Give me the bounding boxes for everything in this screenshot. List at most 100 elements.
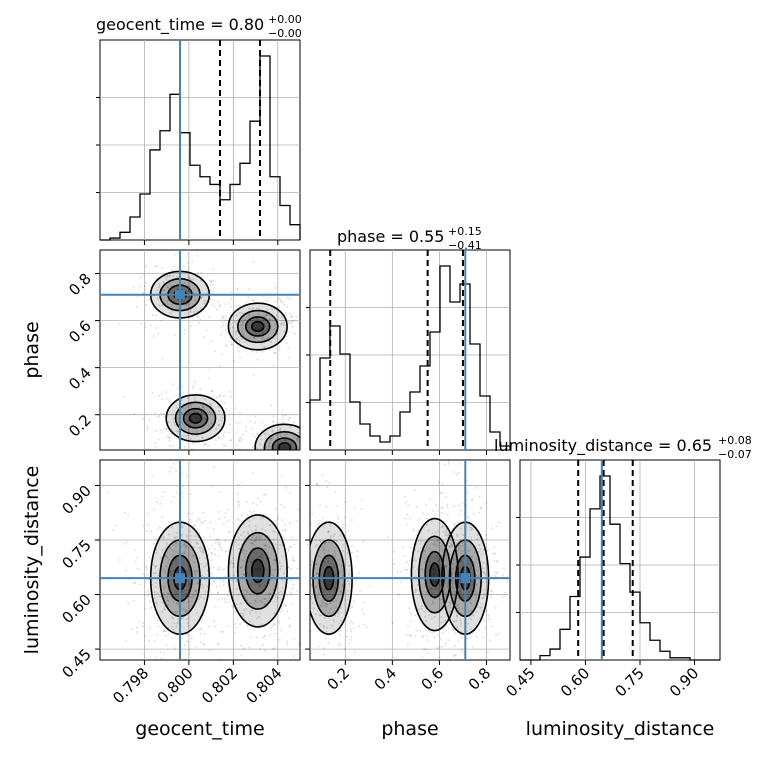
sample-point [275,520,278,523]
sample-point [327,583,330,586]
sample-point [219,394,222,397]
truth-marker [175,289,185,300]
sample-point [123,396,126,399]
sample-point [453,655,456,658]
sample-point [316,463,318,465]
sample-point [181,591,184,594]
hist-luminosity-distance [520,475,720,661]
sample-point [470,536,473,539]
sample-point [289,546,292,549]
sample-point [188,600,191,603]
sample-point [238,623,241,626]
sample-point [460,509,463,512]
sample-point [497,632,500,635]
sample-point [176,417,179,420]
sample-point [287,454,289,456]
sample-point [255,539,258,542]
sample-point [455,602,458,605]
sample-point [225,344,228,347]
sample-point [176,602,179,605]
sample-point [263,494,266,497]
sample-point [317,465,319,467]
sample-point [291,536,294,539]
sample-point [233,658,236,660]
sample-point [283,303,286,306]
x-tick-label: 0.804 [243,664,286,707]
sample-point [136,295,139,298]
sample-point [451,586,454,589]
sample-point [441,526,444,529]
sample-point [241,549,244,552]
sample-point [235,337,238,340]
sample-point [461,502,464,505]
sample-point [240,551,243,554]
sample-point [446,581,449,584]
sample-point [333,555,336,558]
sample-point [225,550,228,553]
x-tick-label: 0.60 [557,664,593,700]
sample-point [439,598,442,601]
sample-point [308,479,310,481]
sample-point [199,596,202,599]
sample-point [260,665,262,667]
sample-point [154,265,157,268]
sample-point [234,626,237,629]
sample-point [316,597,319,600]
sample-point [173,535,176,538]
sample-point [132,286,135,289]
sample-point [106,491,109,494]
sample-point [174,537,177,540]
sample-point [274,560,277,563]
sample-point [329,575,332,578]
sample-point [320,614,323,617]
sample-point [283,330,286,333]
sample-point [182,608,185,611]
sample-point [305,673,307,675]
sample-point [420,607,423,610]
sample-point [180,533,183,536]
sample-point [459,624,462,627]
sample-point [231,605,234,608]
sample-point [288,521,291,524]
sample-point [447,460,450,463]
sample-point [313,425,315,427]
sample-point [361,608,364,611]
sample-point [202,406,205,409]
sample-point [441,483,444,486]
sample-point [175,561,178,564]
sample-point [304,581,306,583]
sample-point [441,507,444,510]
sample-point [193,310,196,313]
sample-point [333,588,336,591]
sample-point [198,532,201,535]
sample-point [189,403,192,406]
sample-point [200,562,203,565]
sample-point [199,550,202,553]
sample-point [323,480,325,482]
sample-point [257,585,260,588]
sample-point [185,475,188,478]
sample-point [359,590,362,593]
sample-point [197,542,200,545]
sample-point [184,610,187,613]
sample-point [274,462,276,464]
sample-point [199,388,202,391]
sample-point [466,562,469,565]
sample-point [245,608,248,611]
sample-point [164,276,167,279]
sample-point [271,308,274,311]
sample-point [255,560,258,563]
sample-point [202,511,205,514]
sample-point [260,438,263,441]
sample-point [281,578,284,581]
sample-point [170,466,173,469]
sample-point [144,607,147,610]
sample-point [317,645,320,648]
sample-point [203,443,206,446]
sample-point [311,430,313,432]
sample-point [458,504,461,507]
sample-point [171,268,174,271]
sample-point [304,483,306,485]
sample-point [184,312,187,315]
sample-point [478,511,481,514]
